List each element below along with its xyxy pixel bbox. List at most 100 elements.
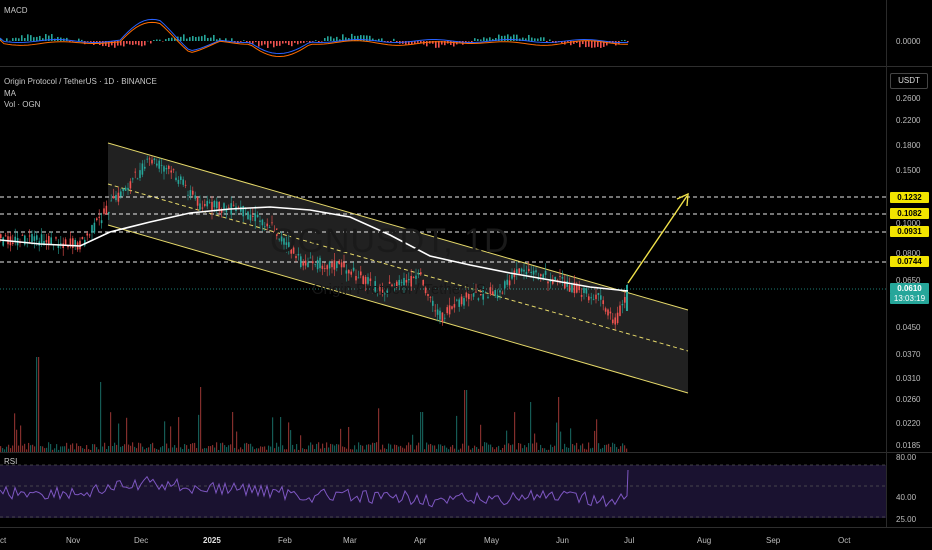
candle-body (624, 297, 626, 303)
volume-bar (338, 444, 340, 452)
volume-bar (118, 423, 120, 452)
candle-body (170, 170, 172, 173)
candle-body (444, 317, 446, 319)
candle-body (40, 234, 43, 244)
volume-bar (106, 449, 108, 452)
volume-bar (322, 443, 324, 452)
currency-selector[interactable]: USDT (890, 73, 928, 89)
macd-zero-label: 0.0000 (896, 37, 921, 46)
macd-histogram-bar (165, 39, 167, 41)
macd-histogram-bar (21, 35, 23, 41)
volume-bar (478, 448, 480, 452)
candle-body (475, 291, 477, 293)
price-tick: 0.0185 (896, 441, 921, 450)
volume-bar (198, 414, 200, 452)
macd-histogram-bar (210, 37, 212, 41)
level-tag[interactable]: 0.1232 (890, 192, 929, 203)
volume-bar (108, 446, 110, 452)
macd-histogram-bar (207, 37, 209, 41)
macd-histogram-bar (57, 36, 59, 41)
volume-bar (326, 442, 328, 452)
volume-bar (456, 415, 458, 452)
volume-bar (534, 433, 536, 452)
volume-bar (10, 448, 12, 452)
candle-body (242, 205, 244, 217)
volume-bar (262, 446, 264, 452)
level-tag[interactable]: 0.1082 (890, 208, 929, 219)
macd-histogram-bar (582, 41, 584, 45)
volume-bar (38, 357, 40, 452)
candle-body (249, 214, 252, 221)
volume-bar (8, 444, 10, 452)
macd-histogram-bar (12, 38, 14, 41)
volume-bar (432, 445, 434, 452)
price-axis[interactable] (886, 0, 932, 527)
channel-upper-line (107, 142, 689, 311)
candle-body (336, 261, 338, 269)
volume-bar (116, 444, 118, 452)
volume-bar (184, 444, 186, 452)
volume-bar (300, 435, 302, 452)
level-tag[interactable]: 0.0931 (890, 226, 929, 237)
volume-bar (290, 430, 292, 452)
macd-histogram-bar (273, 41, 275, 48)
bar-countdown: 13:03:19 (890, 293, 929, 304)
volume-bar (160, 447, 162, 452)
macd-histogram-bar (183, 34, 185, 41)
volume-bar (210, 446, 212, 452)
volume-bar (494, 449, 496, 452)
macd-histogram-bar (27, 34, 29, 41)
macd-histogram-bar (174, 38, 176, 41)
candle-body (585, 288, 588, 294)
volume-bar (216, 442, 218, 452)
macd-histogram-bar (327, 36, 329, 41)
macd-title[interactable]: MACD (4, 6, 28, 15)
volume-bar (162, 446, 164, 452)
candle-body (165, 168, 168, 170)
volume-bar (518, 443, 520, 452)
candle-body (84, 239, 86, 246)
volume-bar (164, 421, 166, 452)
candle-body (12, 242, 14, 244)
symbol-legend[interactable]: Origin Protocol / TetherUS · 1D · BINANC… (4, 77, 157, 86)
volume-bar (226, 447, 228, 452)
macd-histogram-bar (219, 38, 221, 41)
candle-body (508, 280, 511, 286)
candle-body (532, 270, 535, 275)
volume-bar (48, 442, 50, 452)
volume-bar (60, 446, 62, 452)
macd-histogram-bar (90, 41, 92, 42)
volume-bar (176, 447, 178, 452)
volume-bar (0, 446, 2, 452)
volume-bar (472, 448, 474, 452)
candle-body (580, 294, 583, 297)
volume-bar (80, 446, 82, 452)
volume-bar (222, 442, 224, 452)
macd-histogram-bar (24, 38, 26, 41)
candle-body (139, 170, 141, 178)
volume-bar (538, 449, 540, 452)
macd-histogram-bar (342, 34, 344, 41)
volume-bar (576, 442, 578, 452)
macd-histogram-bar (339, 39, 341, 41)
candle-body (412, 276, 415, 278)
candle-body (117, 192, 120, 202)
volume-legend[interactable]: Vol · OGN (4, 100, 41, 109)
candle-body (386, 290, 388, 294)
rsi-title[interactable]: RSI (4, 457, 18, 466)
candle-body (451, 306, 453, 309)
volume-bar (578, 449, 580, 452)
volume-bar (110, 412, 112, 452)
candle-body (487, 296, 489, 298)
volume-bar (374, 443, 376, 452)
candle-body (595, 294, 597, 300)
candle-body (288, 242, 290, 247)
volume-bar (286, 449, 288, 452)
candle-body (48, 236, 50, 245)
macd-histogram-bar (372, 38, 374, 41)
ma-legend[interactable]: MA (4, 89, 16, 98)
candle-body (626, 285, 628, 311)
macd-histogram-bar (318, 41, 320, 43)
level-tag[interactable]: 0.0744 (890, 256, 929, 267)
